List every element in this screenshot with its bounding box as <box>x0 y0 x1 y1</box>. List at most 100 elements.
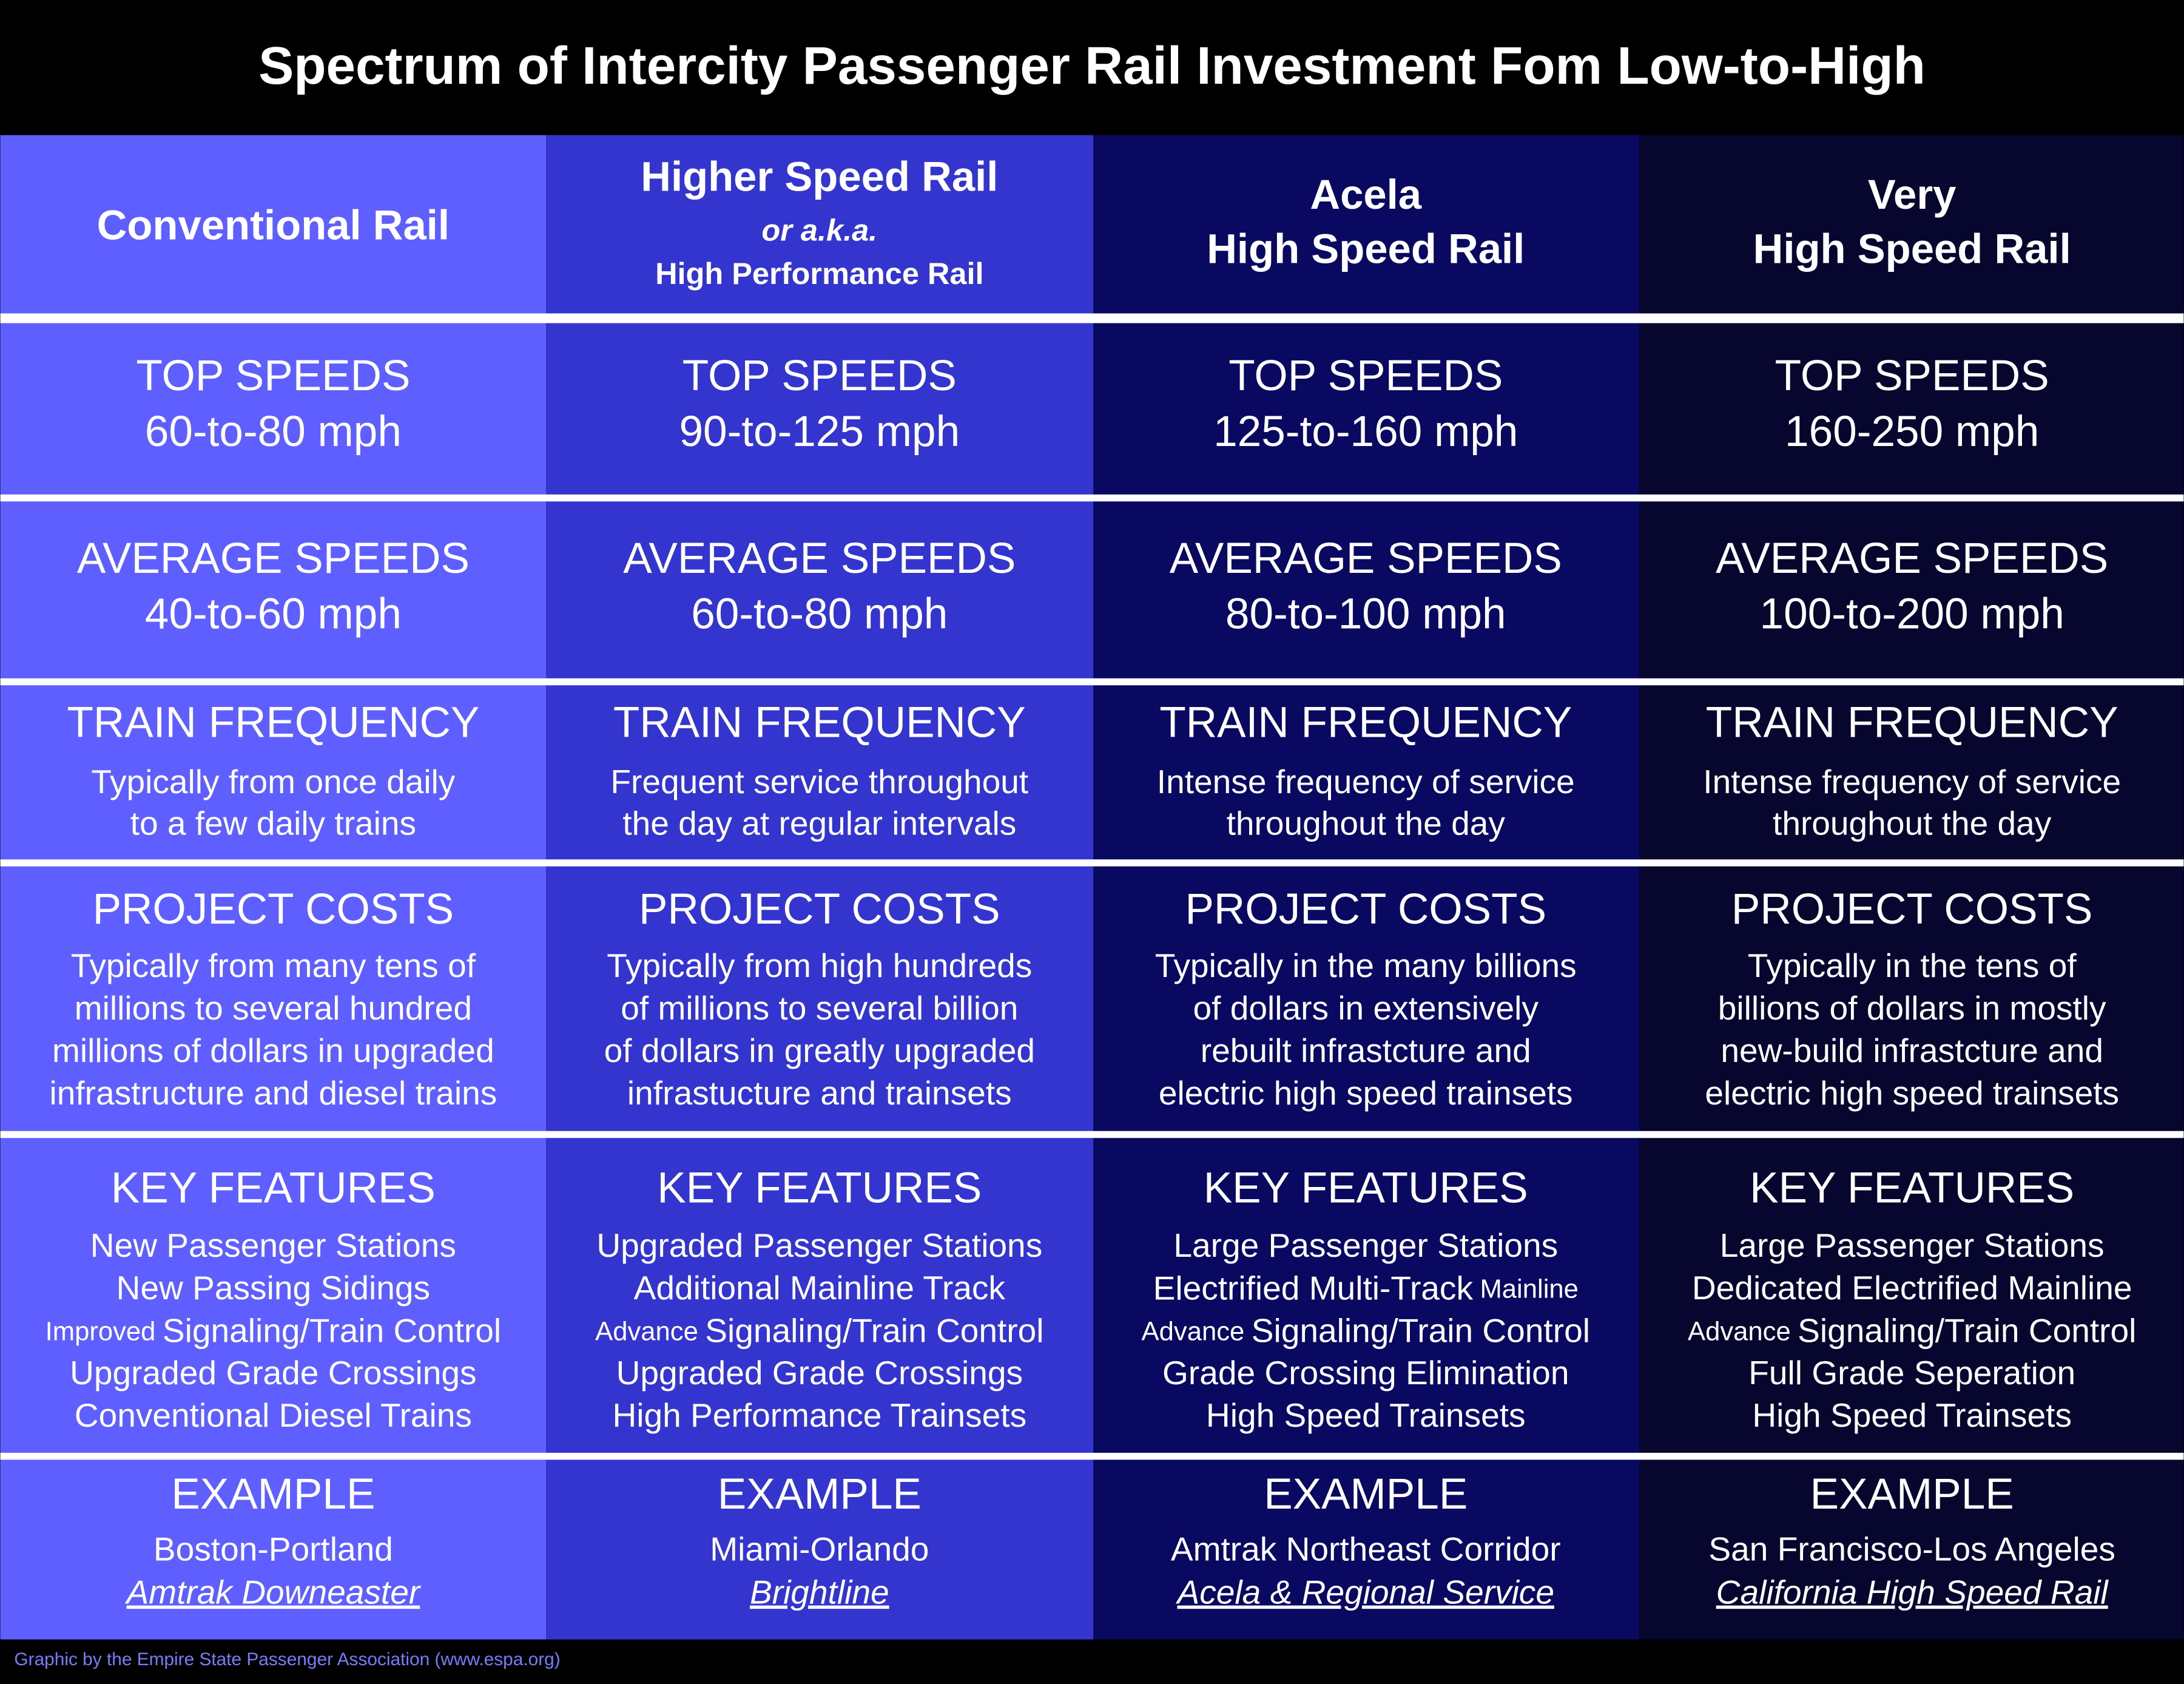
section-line: Improved Signaling/Train Control <box>46 1311 501 1349</box>
section-heading: AVERAGE SPEEDS <box>77 535 470 583</box>
column-header: High Performance Rail <box>655 256 983 291</box>
section-heading: KEY FEATURES <box>1750 1164 2074 1212</box>
section-line: Typically from once daily <box>91 763 455 800</box>
column-header: Higher Speed Rail <box>641 153 998 200</box>
section-line: 60-to-80 mph <box>145 408 402 456</box>
section-heading: TRAIN FREQUENCY <box>613 699 1026 747</box>
section-heading: TOP SPEEDS <box>1228 352 1503 400</box>
section-line: Upgraded Grade Crossings <box>616 1354 1023 1391</box>
section-line: billions of dollars in mostly <box>1718 989 2106 1027</box>
section-heading: TRAIN FREQUENCY <box>67 699 479 747</box>
section-heading: TOP SPEEDS <box>136 352 410 400</box>
line-prefix: Improved <box>46 1317 156 1346</box>
section-line: 160-250 mph <box>1785 408 2039 456</box>
separator <box>0 313 2184 323</box>
column-header: High Speed Rail <box>1207 226 1525 272</box>
section-line: Upgraded Grade Crossings <box>70 1354 476 1391</box>
section-line: New Passing Sidings <box>116 1269 430 1307</box>
section-line: Advance Signaling/Train Control <box>1142 1311 1590 1349</box>
section-line: infrastructure and diesel trains <box>49 1074 497 1112</box>
section-line: Conventional Diesel Trains <box>75 1396 472 1434</box>
separator <box>0 678 2184 686</box>
line-text: Signaling/Train Control <box>163 1311 501 1349</box>
separator <box>0 859 2184 867</box>
title: Spectrum of Intercity Passenger Rail Inv… <box>258 36 1926 95</box>
line-suffix: Mainline <box>1480 1274 1578 1304</box>
section-line: 40-to-60 mph <box>145 590 402 638</box>
separator <box>0 1452 2184 1460</box>
section-line: millions to several hundred <box>75 989 472 1027</box>
example-route: Miami-Orlando <box>710 1530 929 1567</box>
column-header: Very <box>1868 171 1956 218</box>
section-heading: PROJECT COSTS <box>93 885 454 933</box>
section-line: Typically from many tens of <box>71 947 476 984</box>
section-line: electric high speed trainsets <box>1159 1074 1573 1112</box>
section-heading: EXAMPLE <box>171 1470 375 1518</box>
column-bg <box>546 135 1094 1640</box>
section-heading: TOP SPEEDS <box>682 352 957 400</box>
section-line: Typically in the many billions <box>1155 947 1577 984</box>
section-line: Full Grade Seperation <box>1748 1354 2075 1391</box>
section-line: the day at regular intervals <box>622 805 1016 842</box>
line-text: Electrified Multi-Track <box>1153 1269 1474 1307</box>
section-heading: PROJECT COSTS <box>639 885 1000 933</box>
example-route: San Francisco-Los Angeles <box>1708 1530 2115 1567</box>
line-prefix: Advance <box>595 1317 698 1346</box>
section-line: throughout the day <box>1773 805 2052 842</box>
column-header: High Speed Rail <box>1753 226 2071 272</box>
section-line: Frequent service throughout <box>610 763 1028 800</box>
section-heading: AVERAGE SPEEDS <box>623 535 1016 583</box>
section-heading: TOP SPEEDS <box>1775 352 2049 400</box>
column-bg <box>1639 135 2184 1640</box>
section-line: New Passenger Stations <box>90 1226 456 1264</box>
section-line: 125-to-160 mph <box>1213 408 1518 456</box>
section-line: infrastucture and trainsets <box>627 1074 1012 1112</box>
section-heading: AVERAGE SPEEDS <box>1170 535 1562 583</box>
example-service: Acela & Regional Service <box>1176 1574 1555 1611</box>
line-text: Signaling/Train Control <box>1798 1311 2136 1349</box>
section-line: Large Passenger Stations <box>1173 1226 1558 1264</box>
section-line: Advance Signaling/Train Control <box>595 1311 1043 1349</box>
section-line: High Speed Trainsets <box>1752 1396 2072 1434</box>
section-heading: TRAIN FREQUENCY <box>1706 699 2118 747</box>
section-heading: PROJECT COSTS <box>1731 885 2093 933</box>
section-line: electric high speed trainsets <box>1705 1074 2119 1112</box>
column-bg <box>1093 135 1640 1640</box>
section-line: Grade Crossing Elimination <box>1162 1354 1569 1391</box>
section-line: new-build infrastcture and <box>1721 1032 2103 1069</box>
section-line: 80-to-100 mph <box>1225 590 1506 638</box>
section-line: of dollars in greatly upgraded <box>604 1032 1035 1069</box>
example-route: Boston-Portland <box>153 1530 393 1567</box>
section-line: Advance Signaling/Train Control <box>1688 1311 2136 1349</box>
section-line: to a few daily trains <box>130 805 416 842</box>
section-line: Upgraded Passenger Stations <box>596 1226 1042 1264</box>
section-heading: AVERAGE SPEEDS <box>1716 535 2108 583</box>
column-header: Conventional Rail <box>97 202 450 249</box>
section-line: 90-to-125 mph <box>679 408 960 456</box>
section-line: Typically from high hundreds <box>607 947 1032 984</box>
line-prefix: Advance <box>1688 1317 1791 1346</box>
section-line: millions of dollars in upgraded <box>52 1032 494 1069</box>
section-line: High Performance Trainsets <box>612 1396 1026 1434</box>
credit: Graphic by the Empire State Passenger As… <box>14 1649 560 1669</box>
column-bg <box>0 135 547 1640</box>
column-header: or a.k.a. <box>761 213 877 248</box>
section-heading: PROJECT COSTS <box>1185 885 1546 933</box>
section-line: throughout the day <box>1227 805 1506 842</box>
separator <box>0 1131 2184 1138</box>
example-service: Amtrak Downeaster <box>125 1574 422 1611</box>
section-line: of dollars in extensively <box>1193 989 1539 1027</box>
section-line: Typically in the tens of <box>1748 947 2077 984</box>
section-heading: EXAMPLE <box>1264 1470 1468 1518</box>
section-heading: EXAMPLE <box>718 1470 922 1518</box>
line-text: Signaling/Train Control <box>705 1311 1043 1349</box>
section-line: rebuilt infrastcture and <box>1201 1032 1531 1069</box>
section-heading: TRAIN FREQUENCY <box>1159 699 1572 747</box>
section-line: Intense frequency of service <box>1157 763 1575 800</box>
section-line: Large Passenger Stations <box>1720 1226 2105 1264</box>
section-heading: KEY FEATURES <box>657 1164 982 1212</box>
column-header: Acela <box>1310 171 1421 218</box>
section-line: Electrified Multi-Track Mainline <box>1153 1269 1579 1307</box>
separators <box>0 313 2184 1460</box>
